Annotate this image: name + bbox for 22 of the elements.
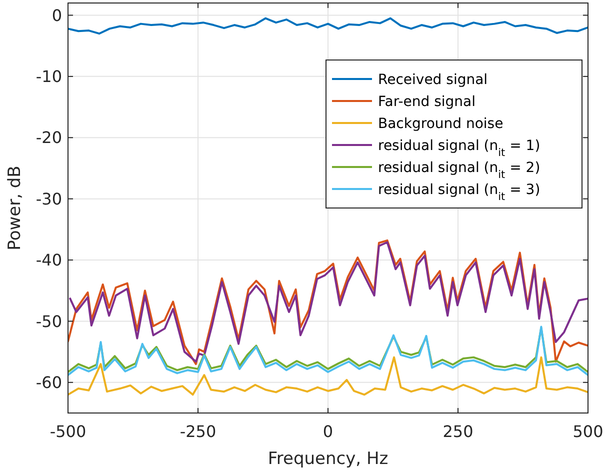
legend-label: residual signal (n$_{it}$ = 2) [378, 160, 540, 181]
y-tick-label: -50 [36, 312, 62, 331]
legend-label: residual signal (n$_{it}$ = 3) [378, 182, 540, 203]
y-tick-label: -10 [36, 67, 62, 86]
y-tick-label: -40 [36, 250, 62, 270]
line-series [68, 17, 588, 35]
y-tick-label: -60 [36, 373, 62, 392]
x-tick-label: 500 [572, 422, 604, 441]
y-tick-label: 0 [52, 6, 62, 25]
x-tick-label: 0 [322, 422, 334, 441]
x-tick-label: -250 [180, 422, 216, 441]
y-tick-label: -30 [36, 189, 62, 208]
y-tick-label: -20 [36, 128, 62, 148]
x-tick-label: 250 [442, 422, 474, 441]
x-axis-title: Frequency, Hz [268, 449, 388, 469]
legend-label: Background noise [378, 116, 504, 132]
line-series [68, 356, 588, 396]
legend-label: Far-end signal [378, 94, 476, 110]
legend-label: Received signal [378, 72, 488, 88]
legend-label: residual signal (n$_{it}$ = 1) [378, 138, 540, 159]
y-axis-title: Power, dB [5, 166, 25, 250]
x-tick-label: -500 [50, 422, 86, 441]
